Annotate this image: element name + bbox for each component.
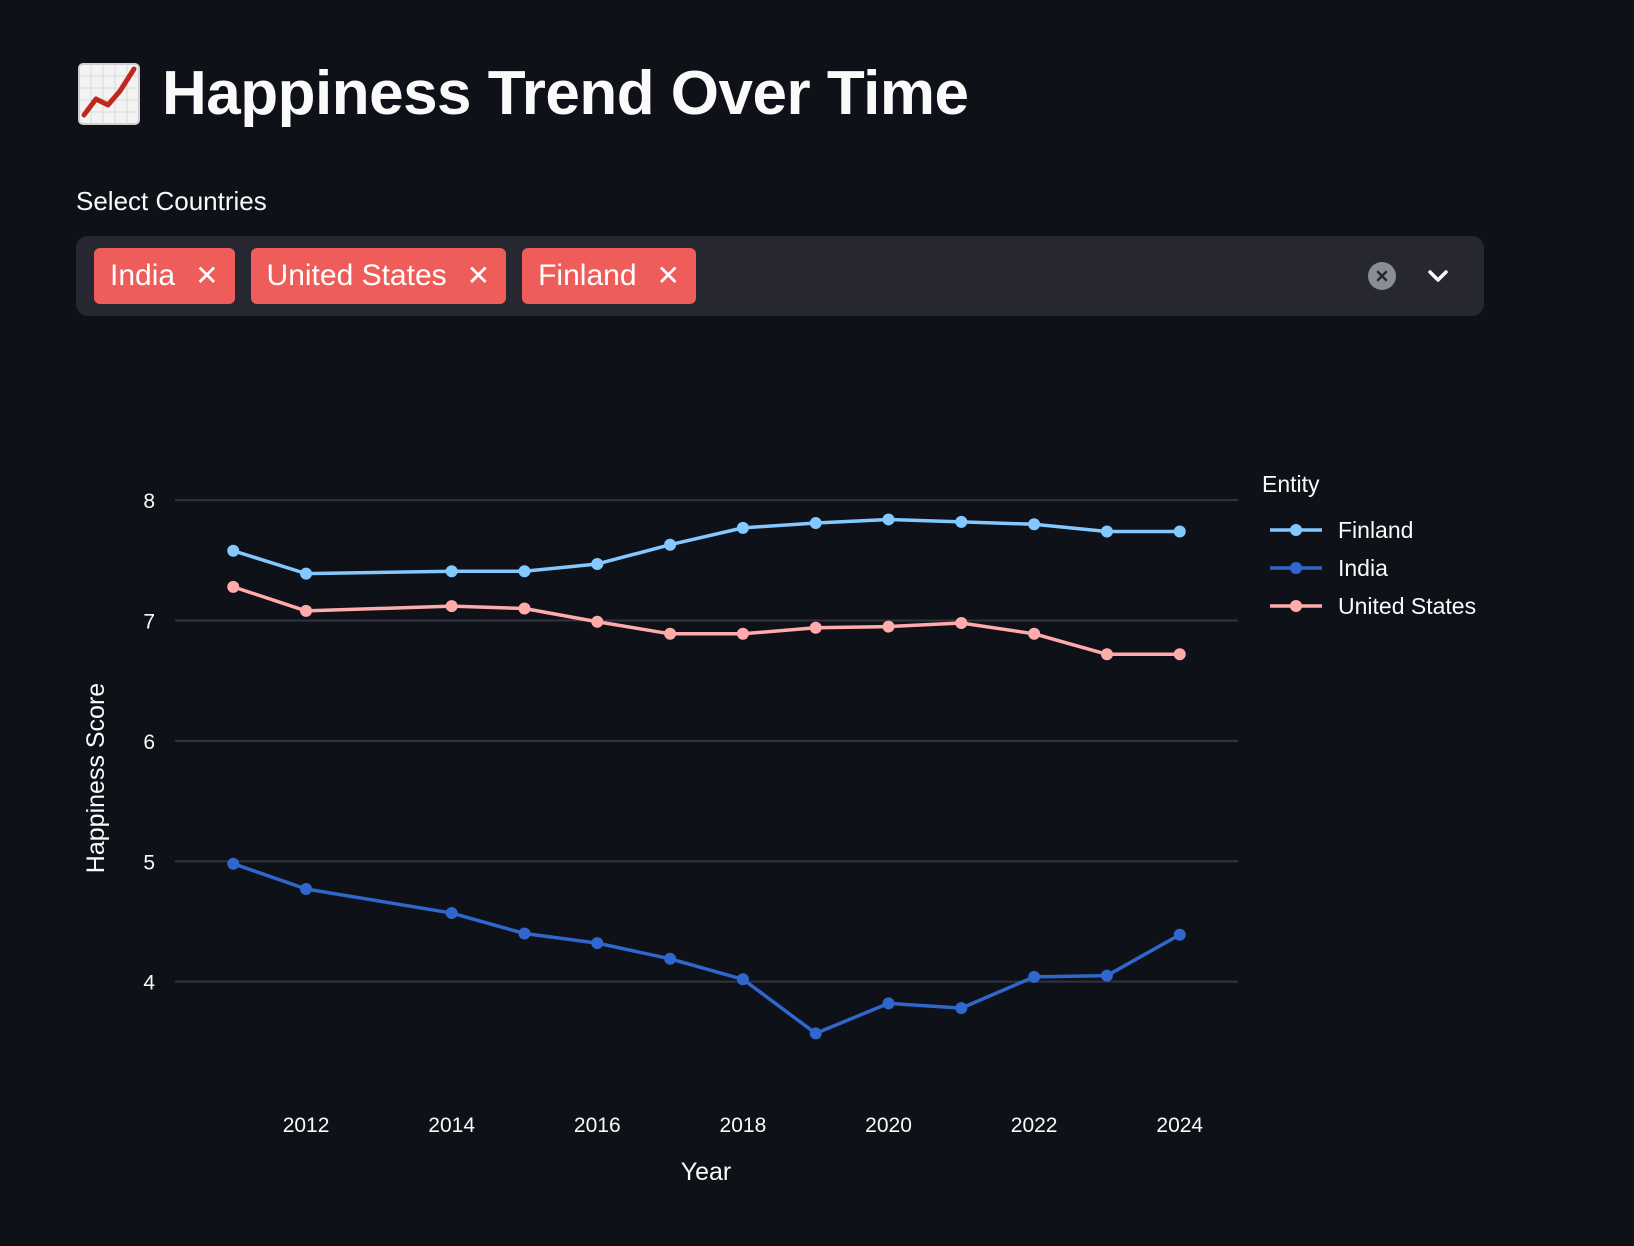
data-point-finland bbox=[1028, 518, 1041, 531]
data-point-finland bbox=[445, 565, 458, 578]
chip-finland: Finland ✕ bbox=[522, 248, 696, 304]
data-point-finland bbox=[664, 538, 677, 551]
chart-increasing-icon bbox=[76, 61, 142, 127]
data-point-finland bbox=[591, 557, 604, 570]
clear-all-icon[interactable] bbox=[1368, 262, 1396, 290]
x-tick-label: 2018 bbox=[720, 1114, 767, 1137]
data-point-india bbox=[300, 882, 313, 895]
data-point-united-states bbox=[518, 602, 531, 615]
data-point-finland bbox=[882, 513, 895, 526]
data-point-india bbox=[809, 1027, 822, 1040]
x-tick-label: 2022 bbox=[1011, 1114, 1058, 1137]
x-tick-label: 2012 bbox=[283, 1114, 330, 1137]
data-point-united-states bbox=[664, 627, 677, 640]
chart-svg: 4 5 6 7 8 2012 2014 2016 2018 2020 2022 2024 Entity… bbox=[82, 471, 1476, 1186]
y-tick-label: 6 bbox=[143, 731, 155, 754]
data-point-united-states bbox=[227, 580, 240, 593]
page-title-text: Happiness Trend Over Time bbox=[162, 59, 969, 128]
data-point-india bbox=[1028, 970, 1041, 983]
legend-label-india: India bbox=[1338, 555, 1388, 581]
close-icon[interactable]: ✕ bbox=[195, 260, 219, 291]
data-point-india bbox=[882, 997, 895, 1010]
data-point-united-states bbox=[809, 621, 822, 634]
data-point-united-states bbox=[1173, 648, 1186, 661]
series-line-india bbox=[232, 862, 1181, 1036]
legend-label-finland: Finland bbox=[1338, 517, 1413, 543]
data-point-united-states bbox=[591, 615, 604, 628]
chip-label: United States bbox=[266, 259, 447, 292]
happiness-line-chart: 4 5 6 7 8 2012 2014 2016 2018 2020 2022 2024 Entity… bbox=[0, 440, 1634, 1200]
y-tick-label: 5 bbox=[143, 851, 155, 874]
legend-marker-united-states bbox=[1290, 600, 1302, 612]
data-point-united-states bbox=[882, 620, 895, 633]
page-title: Happiness Trend Over Time bbox=[76, 58, 969, 129]
y-tick-label: 4 bbox=[143, 972, 155, 995]
legend-marker-finland bbox=[1290, 524, 1302, 536]
data-point-india bbox=[736, 973, 749, 986]
data-point-finland bbox=[518, 565, 531, 578]
country-multiselect[interactable]: India ✕ United States ✕ Finland ✕ bbox=[76, 236, 1484, 316]
data-point-finland bbox=[1100, 525, 1113, 538]
x-tick-label: 2020 bbox=[865, 1114, 912, 1137]
chip-united-states: United States ✕ bbox=[250, 248, 507, 304]
data-point-india bbox=[227, 857, 240, 870]
data-point-united-states bbox=[1100, 648, 1113, 661]
close-icon[interactable]: ✕ bbox=[466, 260, 491, 291]
data-point-india bbox=[955, 1002, 968, 1015]
data-point-india bbox=[445, 907, 458, 920]
legend-marker-india bbox=[1290, 562, 1302, 574]
data-point-india bbox=[1173, 928, 1186, 941]
data-point-united-states bbox=[736, 627, 749, 640]
data-point-united-states bbox=[445, 600, 458, 613]
data-point-united-states bbox=[955, 616, 968, 629]
y-axis-title: Happiness Score bbox=[82, 683, 110, 873]
data-point-india bbox=[591, 937, 604, 950]
chip-label: India bbox=[110, 259, 176, 292]
data-point-india bbox=[1100, 969, 1113, 982]
data-point-finland bbox=[227, 544, 240, 557]
y-tick-label: 7 bbox=[143, 611, 155, 634]
data-point-india bbox=[664, 952, 677, 965]
data-point-india bbox=[518, 927, 531, 940]
legend-label-united-states: United States bbox=[1338, 593, 1476, 619]
x-tick-label: 2024 bbox=[1156, 1114, 1203, 1137]
select-countries-label: Select Countries bbox=[76, 186, 267, 216]
chip-label: Finland bbox=[538, 259, 637, 292]
x-tick-label: 2016 bbox=[574, 1114, 621, 1137]
legend-title: Entity bbox=[1262, 471, 1320, 497]
x-tick-label: 2014 bbox=[428, 1114, 475, 1137]
data-point-finland bbox=[1173, 525, 1186, 538]
data-point-united-states bbox=[1028, 627, 1041, 640]
y-tick-label: 8 bbox=[143, 490, 155, 513]
chip-india: India ✕ bbox=[94, 248, 235, 304]
selected-chips: India ✕ United States ✕ Finland ✕ bbox=[94, 248, 696, 304]
x-axis-title: Year bbox=[681, 1158, 732, 1186]
data-point-finland bbox=[736, 521, 749, 534]
data-point-finland bbox=[300, 567, 313, 580]
data-point-finland bbox=[809, 517, 822, 530]
close-icon[interactable]: ✕ bbox=[656, 260, 680, 291]
chevron-down-icon[interactable] bbox=[1422, 260, 1454, 292]
data-point-united-states bbox=[300, 604, 313, 617]
data-point-finland bbox=[955, 515, 968, 528]
